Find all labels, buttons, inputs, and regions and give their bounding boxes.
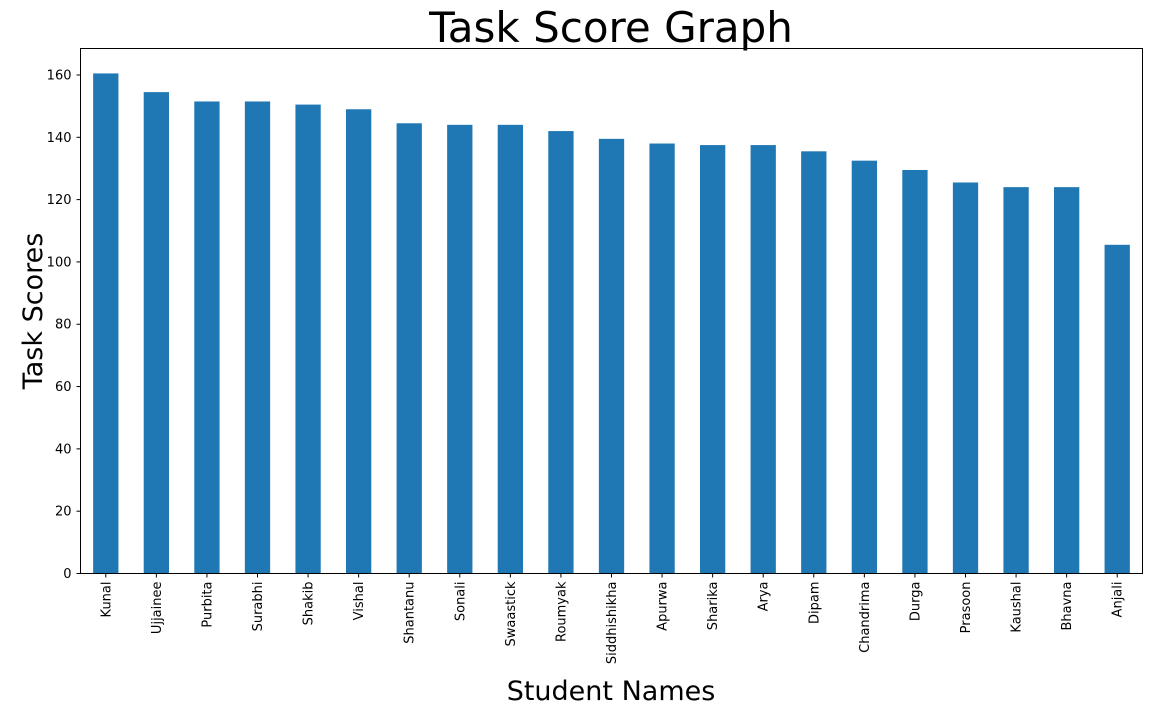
y-tick-label: 120 — [47, 193, 72, 208]
y-tick-label: 140 — [47, 131, 72, 146]
bar-durga — [902, 170, 928, 574]
bar-swaastick — [497, 124, 523, 574]
x-tick-label: Sonali — [453, 582, 468, 622]
y-tick-label: 100 — [47, 255, 72, 270]
y-tick-label: 160 — [47, 68, 72, 83]
bar-shantanu — [396, 123, 422, 574]
plot-frame — [80, 48, 1143, 574]
plot-area: Kunal Ujjainee Purbita Surabhi Shakib Vishal S… — [47, 68, 1130, 664]
x-tick-label: Shakib — [302, 582, 317, 626]
bar-sharika — [700, 145, 726, 574]
bar-sonali — [447, 124, 473, 574]
bar-kunal — [93, 73, 119, 574]
bar-vishal — [346, 109, 372, 574]
bar-anjali — [1104, 244, 1130, 574]
x-tick-label: Durga — [908, 582, 923, 622]
bar-siddhishikha — [598, 138, 625, 574]
y-tick-label: 40 — [55, 442, 72, 457]
x-tick-label: Anjali — [1111, 582, 1126, 618]
bar-ujjainee — [143, 92, 169, 574]
bar-prasoon — [952, 182, 979, 574]
chart-title: Task Score Graph — [428, 3, 793, 52]
x-tick-label: Purbita — [200, 582, 215, 628]
x-tick-label: Chandrima — [858, 582, 873, 653]
x-tick-label: Apurwa — [656, 582, 671, 631]
x-tick-label: Bhavna — [1060, 582, 1075, 631]
bar-bhavna — [1054, 187, 1080, 574]
y-tick-label: 80 — [55, 318, 72, 333]
x-tick-label: Dipam — [807, 582, 822, 625]
bar-roumyak — [548, 131, 574, 574]
bar-surabhi — [244, 101, 271, 574]
x-tick-label: Swaastick — [504, 581, 519, 646]
x-tick-label: Sharika — [706, 582, 721, 631]
x-axis-label: Student Names — [507, 676, 716, 707]
bar-shakib — [295, 104, 321, 574]
x-tick-label: Kunal — [99, 582, 114, 618]
y-tick-label: 20 — [55, 505, 72, 520]
x-tick-label: Siddhishikha — [605, 582, 620, 665]
bar-arya — [750, 145, 776, 574]
bar-kaushal — [1003, 187, 1029, 574]
x-tick-label: Surabhi — [251, 582, 266, 632]
bar-dipam — [801, 151, 827, 574]
y-axis-label: Task Scores — [18, 233, 49, 391]
x-tick-label: Roumyak — [554, 581, 569, 642]
bar-purbita — [194, 101, 220, 574]
x-tick-label: Shantanu — [403, 582, 418, 644]
x-tick-label: Prasoon — [959, 582, 974, 634]
x-tick-label: Vishal — [352, 582, 367, 621]
bar-chandrima — [851, 160, 877, 574]
y-tick-label: 0 — [63, 567, 71, 582]
x-tick-label: Ujjainee — [150, 582, 165, 635]
x-tick-label: Arya — [757, 582, 772, 612]
x-tick-label: Kaushal — [1010, 582, 1025, 633]
bar-apurwa — [649, 143, 675, 574]
y-tick-label: 60 — [55, 380, 72, 395]
